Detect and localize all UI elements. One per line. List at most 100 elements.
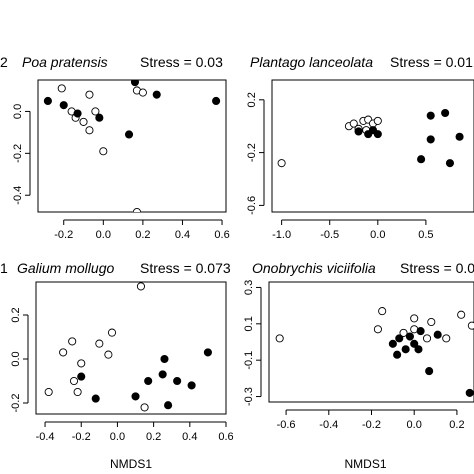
- filled-point: [441, 108, 450, 118]
- open-point: [457, 310, 466, 319]
- filled-point: [401, 345, 410, 354]
- x-tick-label: 0.4: [175, 229, 190, 241]
- plot-frame: [35, 281, 227, 415]
- filled-point: [95, 113, 104, 122]
- open-point: [467, 321, 474, 330]
- stress-label: Stress = 0.073: [140, 260, 231, 276]
- filled-point: [426, 135, 435, 144]
- panel-axis-label-fragment: 2: [0, 54, 8, 70]
- species-title: Poa pratensis: [22, 54, 108, 70]
- x-tick-label: -0.6: [277, 419, 296, 431]
- y-tick-label: 0.2: [10, 307, 22, 322]
- open-point: [140, 403, 149, 412]
- open-point: [79, 117, 88, 126]
- species-title: Galium mollugo: [17, 260, 114, 276]
- open-point: [399, 328, 408, 337]
- panel-galium: 1 Galium mollugo Stress = 0.073 -0.4 -0.2 0.0…: [0, 260, 234, 471]
- filled-point: [43, 96, 52, 106]
- y-tick-label: -0.1: [243, 351, 255, 370]
- filled-point: [445, 159, 455, 168]
- open-point: [427, 317, 436, 327]
- open-point: [57, 84, 66, 93]
- open-point: [373, 325, 382, 334]
- stress-label: Stress = 0.03: [140, 54, 223, 70]
- open-point: [349, 119, 358, 128]
- filled-point: [410, 339, 419, 348]
- open-point: [410, 314, 419, 323]
- filled-point: [173, 376, 182, 386]
- filled-point: [158, 370, 167, 379]
- x-tick-label: 0.6: [218, 431, 233, 443]
- y-tick-label: -0.2: [246, 143, 258, 162]
- plot-frame: [37, 79, 227, 213]
- filled-point: [124, 130, 134, 139]
- filled-point: [152, 90, 161, 99]
- points-group: [277, 108, 464, 168]
- open-point: [136, 282, 146, 291]
- open-point: [138, 88, 147, 97]
- x-tick-label: -1.0: [272, 229, 291, 241]
- filled-point: [187, 381, 196, 390]
- x-tick-label: -0.2: [54, 229, 73, 241]
- filled-point: [91, 394, 100, 403]
- open-point: [99, 147, 108, 156]
- y-tick-label: -0.6: [246, 196, 258, 215]
- x-tick-label: -0.4: [319, 419, 338, 431]
- filled-point: [405, 332, 414, 341]
- filled-point: [414, 345, 423, 354]
- y-tick-label: -0.3: [243, 387, 255, 406]
- points-group: [275, 307, 474, 397]
- open-point: [104, 350, 113, 359]
- open-point: [277, 159, 286, 168]
- filled-point: [373, 130, 382, 139]
- filled-point: [160, 354, 169, 364]
- open-point: [132, 207, 141, 212]
- filled-point: [465, 388, 474, 397]
- filled-point: [426, 111, 435, 120]
- open-point: [73, 387, 82, 397]
- x-tick-label: 0.2: [449, 419, 464, 431]
- open-point: [373, 116, 382, 125]
- x-tick-label: 0.5: [418, 229, 433, 241]
- filled-point: [393, 350, 402, 359]
- plot-frame: [268, 281, 474, 403]
- panel-axis-label-fragment: 1: [0, 260, 8, 276]
- stress-label: Stress = 0.07: [400, 260, 474, 276]
- y-tick-label: -0.2: [10, 394, 22, 413]
- panel-onobrychis: Onobrychis viciifolia Stress = 0.07 -0.6 -0…: [243, 260, 474, 471]
- open-point: [275, 334, 284, 343]
- x-tick-label: 0.4: [182, 431, 197, 443]
- filled-point: [212, 96, 221, 106]
- filled-point: [416, 327, 425, 336]
- stress-label: Stress = 0.01: [390, 54, 473, 70]
- x-tick-label: 0.6: [214, 229, 229, 241]
- open-point: [44, 387, 53, 397]
- x-tick-label: 0.0: [110, 431, 125, 443]
- x-tick-label: 0.2: [135, 229, 150, 241]
- x-tick-label: 0.2: [146, 431, 161, 443]
- y-tick-label: -0.2: [12, 144, 24, 163]
- open-point: [69, 376, 79, 386]
- filled-point: [73, 109, 82, 118]
- filled-point: [203, 348, 212, 357]
- filled-point: [425, 367, 434, 376]
- open-point: [107, 328, 117, 337]
- y-tick-label: -0.4: [12, 186, 24, 205]
- filled-point: [455, 132, 464, 141]
- open-point: [442, 334, 451, 343]
- y-tick-label: 0.3: [243, 280, 255, 295]
- filled-point: [130, 80, 140, 87]
- y-tick-label: 0.0: [10, 351, 22, 366]
- open-point: [59, 348, 68, 357]
- x-tick-label: -0.2: [362, 419, 381, 431]
- x-axis-title: NMDS1: [110, 457, 152, 471]
- filled-point: [433, 330, 442, 339]
- open-point: [85, 126, 94, 135]
- filled-point: [59, 101, 68, 110]
- x-tick-label: -0.5: [320, 229, 339, 241]
- species-title: Onobrychis viciifolia: [252, 260, 376, 276]
- x-tick-label: 0.0: [370, 229, 385, 241]
- panel-poa: 2 Poa pratensis Stress = 0.03 -0.2 0.0 0.2 0.4…: [0, 54, 230, 241]
- y-tick-label: 0.2: [246, 92, 258, 107]
